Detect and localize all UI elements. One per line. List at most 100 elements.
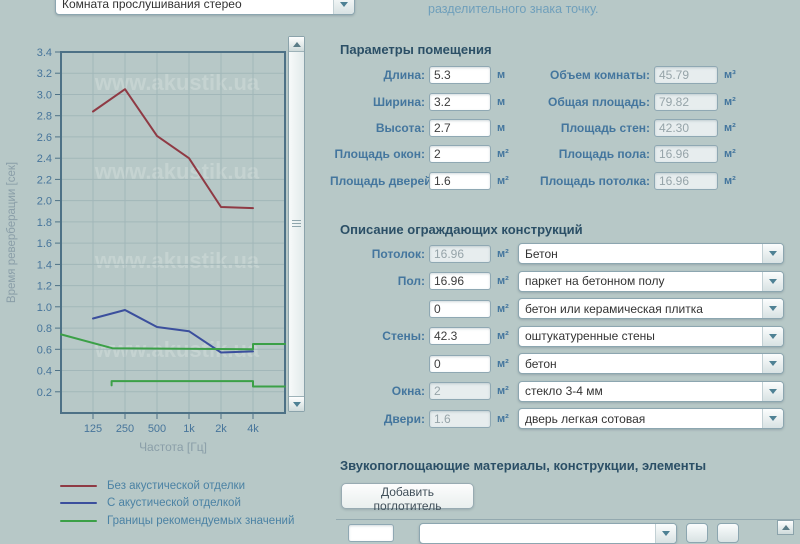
reverberation-time-chart: www.akustik.ua www.akustik.ua www.akustik.… [6, 47, 286, 454]
total-area-input [654, 92, 718, 111]
legend-line-swatch [60, 502, 97, 505]
surface-row-floor-extra: м² бетон или керамическая плитка [330, 295, 784, 323]
windows-unit: м² [497, 385, 509, 398]
room-volume-input [654, 66, 718, 85]
ceiling-material-select[interactable]: Бетон [518, 243, 784, 265]
walls-extra-material-select[interactable]: бетон [518, 353, 784, 375]
series-line-3 [110, 380, 286, 388]
floor-extra-material-arrow[interactable] [762, 299, 783, 319]
walls-extra-material-value: бетон [525, 356, 557, 371]
param-row-windows-area: Площадь окон: м² [330, 141, 513, 167]
floor-material-select[interactable]: паркет на бетонном полу [518, 270, 784, 292]
windows-area-input[interactable] [429, 145, 491, 164]
chevron-down-icon [340, 1, 348, 7]
y-tick-label: 0.4 [37, 366, 52, 378]
height-label: Высота: [375, 120, 425, 135]
scrollbar-grip-icon [292, 220, 301, 229]
doors-area-input[interactable] [429, 171, 491, 190]
absorber-row-button-2[interactable] [717, 523, 739, 543]
walls-label: Стены: [382, 329, 425, 344]
walls-extra-area-input[interactable] [429, 354, 491, 373]
section-title-room-params: Параметры помещения [340, 42, 492, 57]
scrollbar-thumb[interactable] [289, 52, 304, 396]
chevron-down-icon [662, 531, 670, 536]
x-tick-label: 125 [84, 423, 102, 435]
floor-area-input[interactable] [429, 272, 491, 291]
absorber-list-scroll-up-button[interactable] [777, 520, 794, 535]
chevron-down-icon [769, 278, 777, 284]
arrow-down-icon [292, 401, 301, 407]
windows-label: Окна: [391, 384, 425, 399]
floor-unit: м² [497, 275, 509, 288]
ceiling-area-input [429, 244, 491, 263]
param-row-ceiling-area: Площадь потолка: м² [518, 168, 740, 194]
surfaces-rows: Потолок: м² Бетон Пол: м² паркет на бетонном … [330, 240, 784, 433]
x-tick-label: 250 [116, 423, 134, 435]
ceiling-unit: м² [497, 247, 509, 260]
floor-extra-area-input[interactable] [429, 299, 491, 318]
x-axis-title: Частота [Гц] [139, 440, 207, 454]
param-row-total-area: Общая площадь: м² [518, 88, 740, 114]
walls-area-input[interactable] [429, 327, 491, 346]
windows-material-select[interactable]: стекло 3-4 мм [518, 380, 784, 402]
decimal-separator-hint: разделительного знака точку. [428, 2, 599, 16]
room-type-select-arrow[interactable] [333, 0, 354, 14]
width-input[interactable] [429, 92, 491, 111]
doors-area-unit: м² [497, 174, 509, 187]
legend-label: Границы рекомендуемых значений [107, 514, 295, 527]
y-tick-label: 1.4 [37, 259, 52, 271]
room-type-select[interactable]: Комната прослушивания стерео [55, 0, 355, 15]
absorber-row-button-1[interactable] [686, 523, 708, 543]
absorber-material-select[interactable] [419, 523, 677, 544]
absorber-select-arrow[interactable] [655, 524, 676, 543]
length-input[interactable] [429, 66, 491, 85]
height-input[interactable] [429, 118, 491, 137]
y-tick-label: 3.2 [37, 68, 52, 80]
chevron-down-icon [769, 388, 777, 394]
chevron-down-icon [769, 361, 777, 367]
legend-line-swatch [60, 519, 97, 522]
series-line-2 [60, 333, 286, 351]
watermark-text: www.akustik.ua [94, 70, 260, 95]
acoustic-calculator-window: { "app": { "background": "#b7c8c7", "roo… [6, 0, 800, 544]
chevron-down-icon [769, 306, 777, 312]
room-volume-unit: м³ [724, 69, 736, 82]
doors-unit: м² [497, 412, 509, 425]
doors-label: Двери: [383, 411, 425, 426]
walls-unit: м² [497, 330, 509, 343]
y-tick-label: 3.0 [37, 90, 52, 102]
arrow-up-icon [292, 41, 301, 47]
ceiling-material-arrow[interactable] [762, 244, 783, 264]
total-area-unit: м² [724, 95, 736, 108]
section-title-surfaces: Описание ограждающих конструкций [340, 222, 583, 237]
absorber-list-divider [336, 519, 800, 520]
add-absorber-button[interactable]: Добавить поглотитель [341, 483, 474, 513]
legend-line-swatch [60, 484, 97, 487]
floor-material-arrow[interactable] [762, 271, 783, 291]
floor-label: Пол: [397, 274, 425, 289]
surface-row-floor: Пол: м² паркет на бетонном полу [330, 268, 784, 296]
floor-extra-unit: м² [497, 302, 509, 315]
absorber-quantity-input[interactable] [348, 524, 394, 542]
y-tick-label: 3.4 [37, 47, 52, 59]
walls-extra-material-arrow[interactable] [762, 354, 783, 374]
length-label: Длина: [383, 68, 425, 83]
doors-material-select[interactable]: дверь легкая сотовая [518, 408, 784, 430]
series-line-1 [92, 309, 254, 354]
y-tick-label: 0.8 [37, 323, 52, 335]
y-tick-label: 1.6 [37, 238, 52, 250]
x-tick-label: 4k [247, 423, 259, 435]
windows-material-arrow[interactable] [762, 381, 783, 401]
chevron-down-icon [769, 251, 777, 257]
floor-area-unit: м² [724, 148, 736, 161]
scroll-up-button[interactable] [289, 37, 304, 52]
floor-extra-material-select[interactable]: бетон или керамическая плитка [518, 298, 784, 320]
doors-material-arrow[interactable] [762, 409, 783, 429]
scroll-down-button[interactable] [289, 396, 304, 411]
walls-material-select[interactable]: оштукатуренные стены [518, 325, 784, 347]
x-tick-label: 1k [183, 423, 195, 435]
x-tick-label: 2k [215, 423, 227, 435]
walls-material-arrow[interactable] [762, 326, 783, 346]
chart-vertical-scrollbar[interactable] [288, 36, 305, 412]
floor-area-input [654, 145, 718, 164]
